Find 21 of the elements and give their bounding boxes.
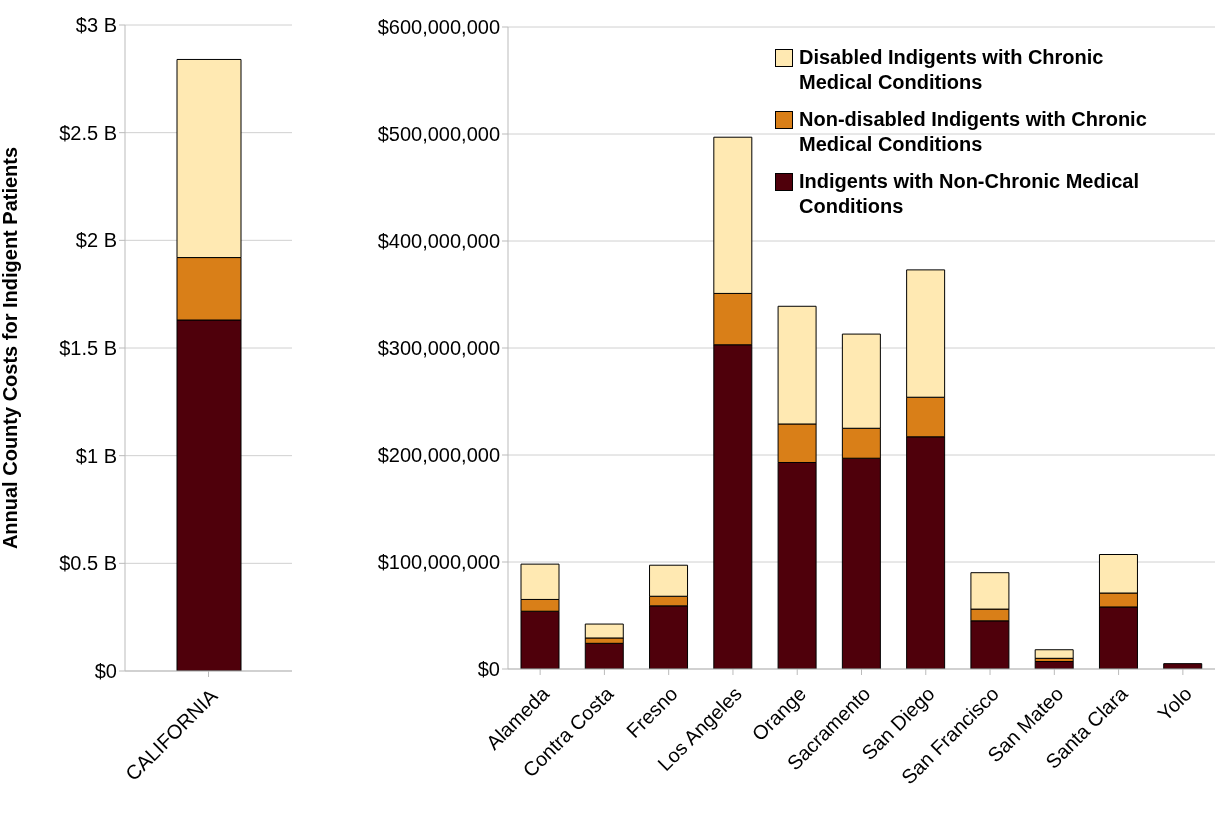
y-tick-label: $0 [477, 658, 500, 681]
y-tick-label: $0.5 B [59, 552, 117, 575]
y-tick-label: $300,000,000 [377, 337, 500, 360]
y-tick-label: $600,000,000 [377, 16, 500, 39]
y-tick-label: $400,000,000 [377, 230, 500, 253]
y-tick-label: $3 B [75, 14, 117, 37]
legend-label: Non-disabled Indigents with Chronic Medical Conditions [799, 107, 1148, 157]
y-tick-label: $0 [94, 660, 117, 683]
bar [584, 642, 624, 669]
y-tick-label: $100,000,000 [377, 551, 500, 574]
bar [1034, 649, 1074, 659]
y-tick-label: $500,000,000 [377, 123, 500, 146]
legend-label: Indigents with Non-Chronic Medical Conditions [799, 169, 1140, 219]
legend-label: Disabled Indigents with Chronic Medical Conditions [799, 45, 1105, 95]
y-axis-title: Annual County Costs for Indigent Patients [0, 146, 22, 550]
y-tick-label: $2.5 B [59, 121, 117, 144]
y-tick-label: $2 B [75, 229, 117, 252]
x-tick-label: Yolo [1153, 682, 1196, 726]
y-tick-label: $1 B [75, 444, 117, 467]
y-tick-label: $1.5 B [59, 337, 117, 360]
y-tick-label: $200,000,000 [377, 444, 500, 467]
